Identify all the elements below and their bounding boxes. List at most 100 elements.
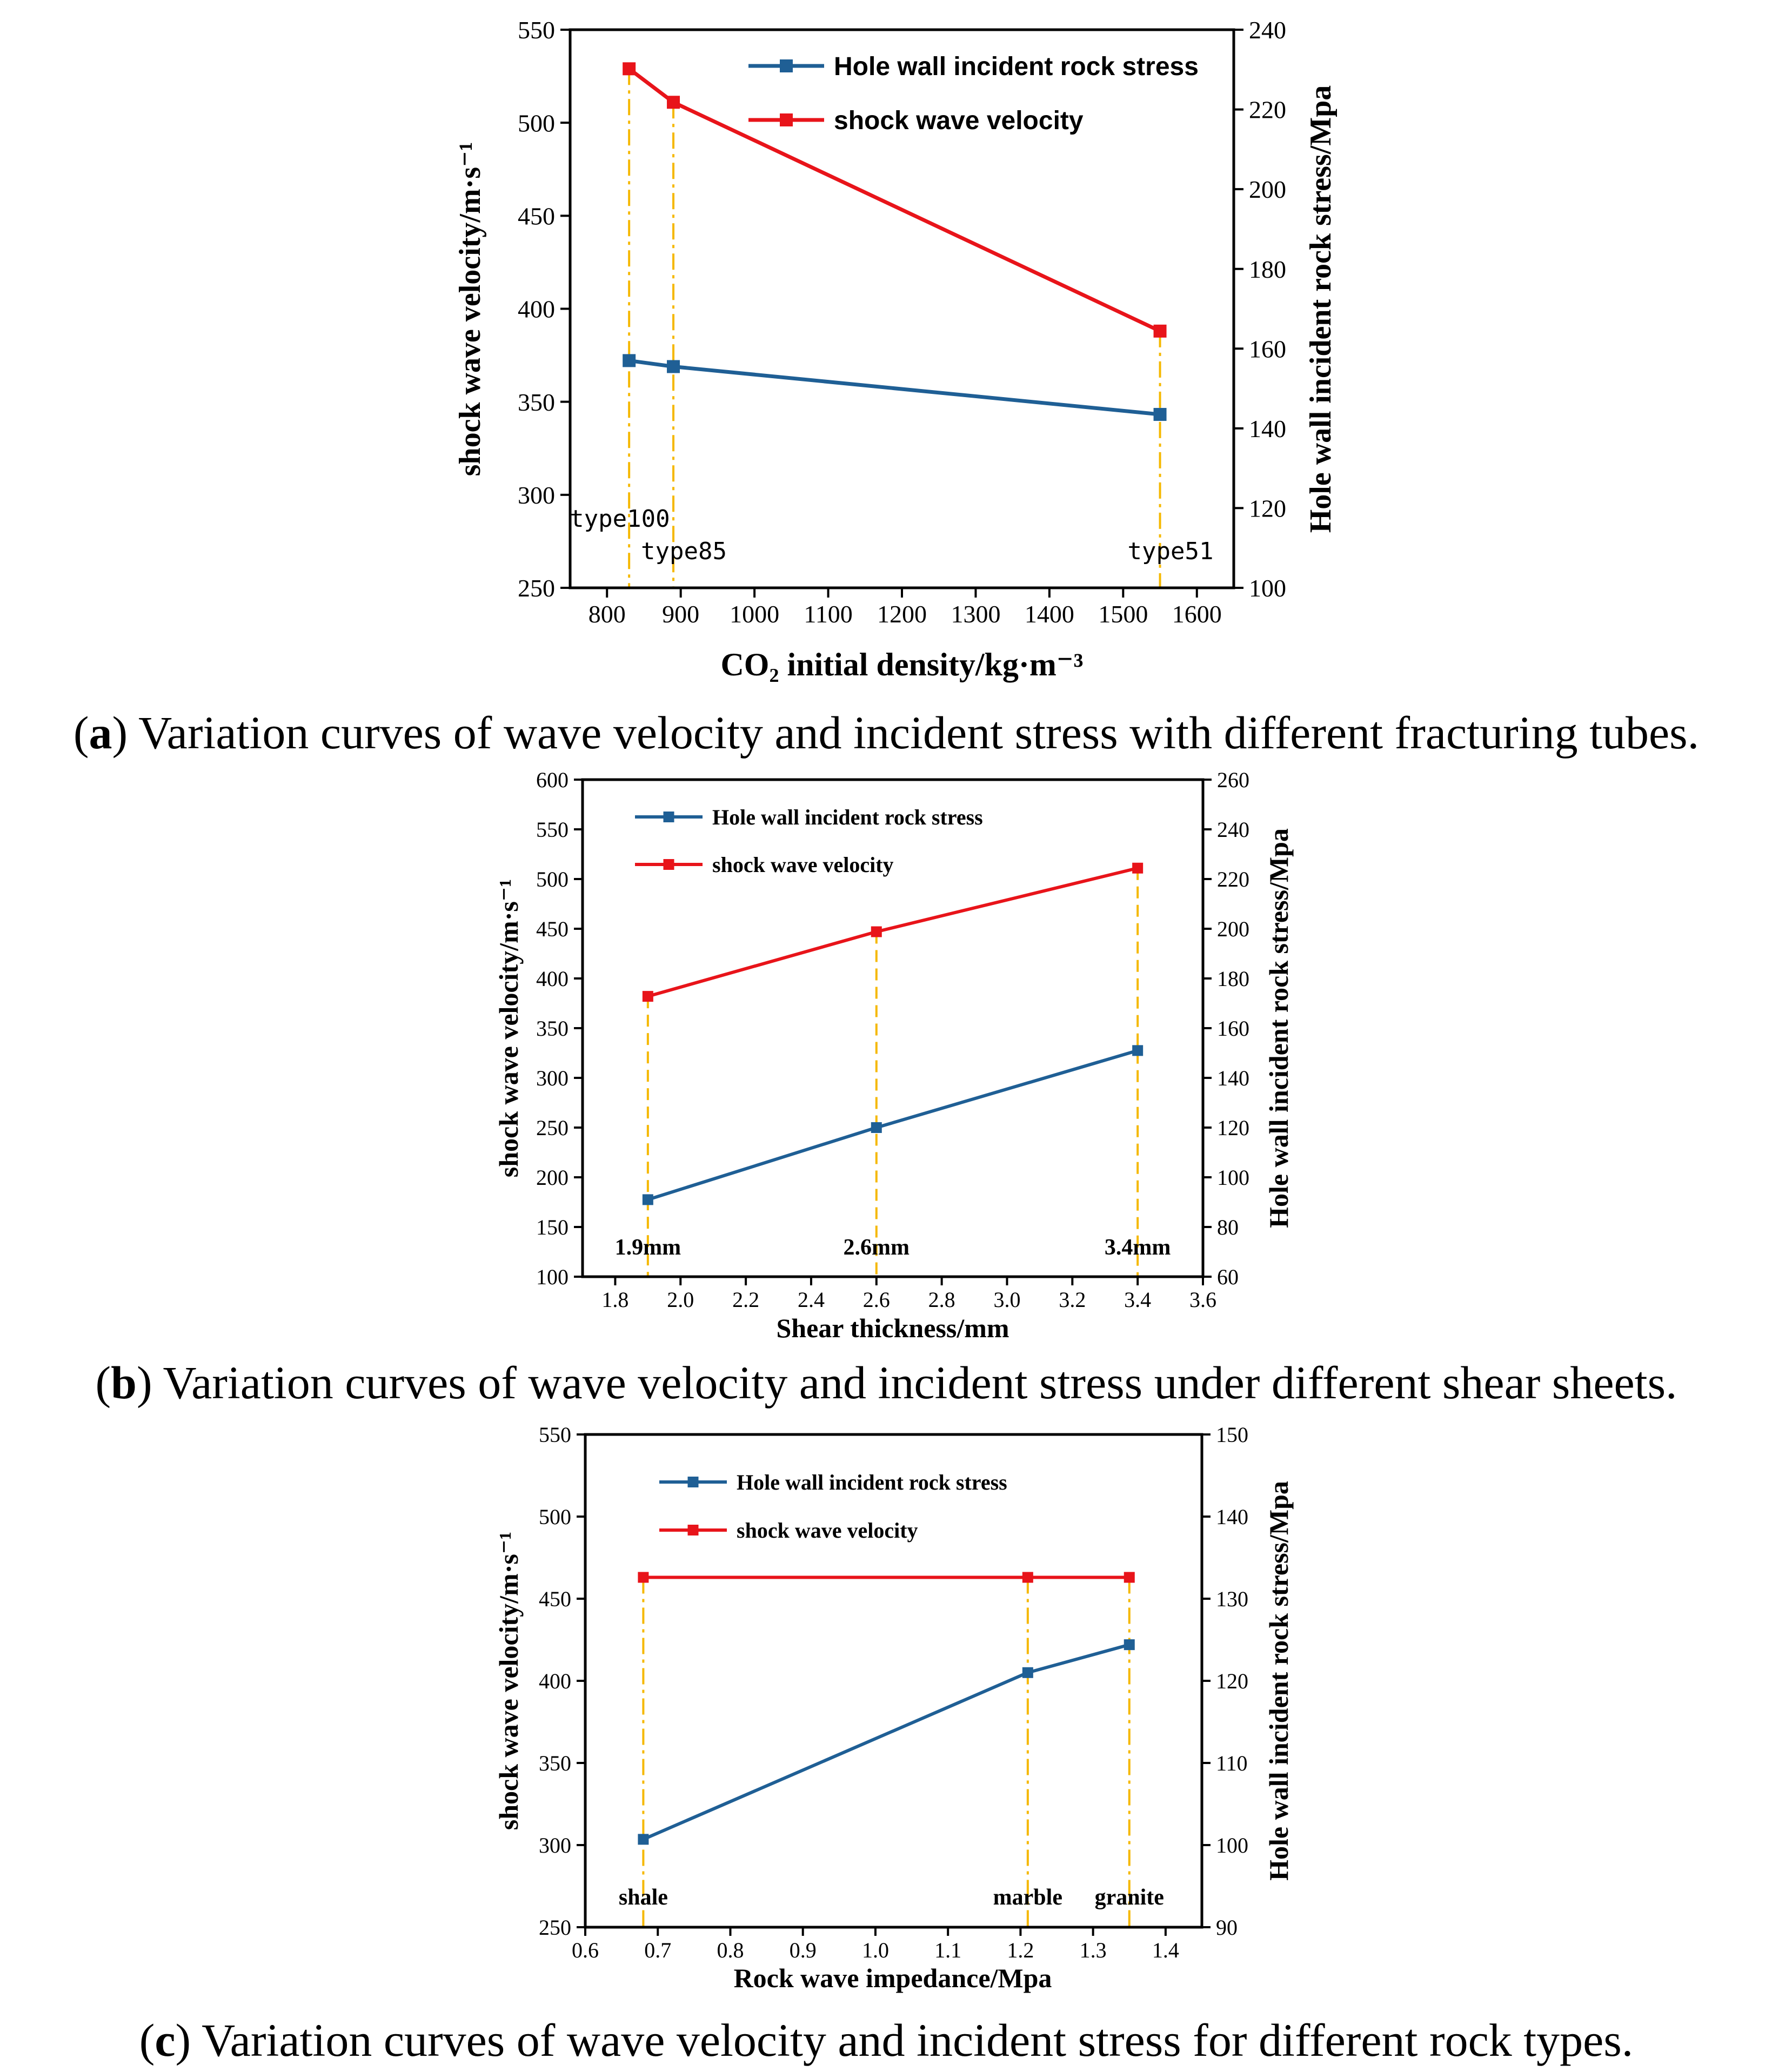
chart-b-point-velocity: [1132, 862, 1144, 874]
chart-c-xtick-label: 0.7: [644, 1938, 671, 1962]
chart-c-xlabel: Rock wave impedance/Mpa: [734, 1963, 1052, 1993]
chart-c-ytick-left-label: 300: [539, 1833, 571, 1858]
caption-b: (b) Variation curves of wave velocity an…: [95, 1357, 1677, 1409]
chart-b-xtick-label: 3.0: [993, 1288, 1020, 1312]
chart-b-ytick-right-label: 200: [1217, 917, 1249, 941]
chart-b-point-stress: [642, 1194, 653, 1205]
chart-c-ytick-left-label: 350: [539, 1751, 571, 1775]
chart-b-ytick-left-label: 550: [536, 817, 569, 842]
chart-a-ytick-left-label: 350: [518, 388, 555, 416]
chart-c-ytick-right-label: 130: [1216, 1587, 1248, 1611]
chart-c-xtick-label: 1.1: [934, 1938, 961, 1962]
chart-b-point-label: 3.4mm: [1105, 1235, 1171, 1260]
chart-c-ticks: 0.6 0.7 0.8 0.9 1.0 1.1 1.2 1.3 1.4 250 300 350 400 4…: [539, 1423, 1248, 1962]
chart-a-guides: [628, 69, 1161, 588]
chart-a-ytick-left-label: 450: [518, 202, 555, 230]
chart-a-ylabel-left: shock wave velocity/m·s⁻¹: [453, 142, 487, 477]
chart-b-ytick-right-label: 160: [1217, 1016, 1249, 1041]
chart-b-point-velocity: [871, 926, 882, 937]
chart-b-point-stress: [1132, 1045, 1144, 1056]
chart-a-point-stress: [623, 354, 636, 367]
chart-b-xtick-label: 3.2: [1059, 1288, 1086, 1312]
chart-c-xtick-label: 0.8: [717, 1938, 744, 1962]
chart-c-xtick-label: 1.3: [1080, 1938, 1107, 1962]
chart-a-point-stress: [667, 360, 680, 373]
chart-b-xtick-label: 2.0: [667, 1288, 694, 1312]
chart-b-xtick-label: 3.4: [1124, 1288, 1151, 1312]
chart-b-ytick-left-label: 400: [536, 967, 569, 991]
chart-c-point-stress: [1022, 1667, 1033, 1678]
chart-a-point-label: type100: [570, 505, 670, 533]
chart-b-legend-label: shock wave velocity: [712, 853, 894, 877]
chart-b-ytick-left-label: 150: [536, 1215, 569, 1239]
chart-a-xtick-label: 1500: [1098, 600, 1148, 628]
chart-b-series: [642, 862, 1144, 1205]
chart-a-legend-marker: [780, 59, 793, 72]
chart-b-xtick-label: 1.8: [601, 1288, 628, 1312]
chart-b-xtick-label: 2.6: [863, 1288, 890, 1312]
chart-a-point-velocity: [667, 96, 680, 109]
chart-b-ytick-left-label: 100: [536, 1265, 569, 1289]
chart-b-point-velocity: [642, 991, 653, 1002]
chart-a-ytick-left-label: 400: [518, 296, 555, 323]
chart-a-ticks: 800 900 1000 1100 1200 1300 1400 1500 1600 250 300…: [518, 16, 1286, 628]
chart-a-xtick-label: 800: [589, 600, 626, 628]
chart-c-ytick-right-label: 140: [1216, 1505, 1248, 1529]
chart-b-ytick-left-label: 500: [536, 867, 569, 891]
chart-c-ytick-right-label: 120: [1216, 1669, 1248, 1693]
chart-a-ytick-left-label: 300: [518, 481, 555, 509]
chart-c-ytick-left-label: 400: [539, 1669, 571, 1693]
chart-b-ytick-right-label: 260: [1217, 768, 1249, 792]
chart-b-xtick-label: 2.8: [928, 1288, 955, 1312]
caption-b-letter: b: [111, 1357, 137, 1409]
chart-a-point-stress: [1153, 408, 1167, 421]
chart-c-xtick-label: 0.6: [572, 1938, 599, 1962]
chart-a-ytick-right-label: 180: [1249, 256, 1286, 283]
chart-b-ytick-left-label: 450: [536, 917, 569, 941]
chart-a-point-label: type85: [641, 538, 727, 565]
chart-a-ytick-right-label: 160: [1249, 335, 1286, 363]
chart-c-point-label: marble: [993, 1885, 1062, 1910]
chart-b-ytick-right-label: 120: [1217, 1116, 1249, 1140]
chart-c-ytick-left-label: 450: [539, 1587, 571, 1611]
chart-c-point-velocity: [1124, 1572, 1135, 1583]
chart-c-point-label: shale: [619, 1885, 668, 1910]
chart-a-xtick-label: 1000: [730, 600, 779, 628]
chart-c-xtick-label: 0.9: [790, 1938, 817, 1962]
chart-b-ytick-right-label: 240: [1217, 817, 1249, 842]
chart-a-xtick-label: 1300: [951, 600, 1000, 628]
chart-b-ylabel-left: shock wave velocity/m·s⁻¹: [493, 879, 524, 1177]
chart-a-series: [623, 62, 1167, 421]
chart-b-xtick-label: 2.2: [732, 1288, 759, 1312]
chart-a-xtick-label: 900: [662, 600, 699, 628]
chart-b-ticks: 1.8 2.0 2.2 2.4 2.6 2.8 3.0 3.2 3.4 3.6 100 150 200 2…: [536, 768, 1249, 1312]
chart-a-point-label: type51: [1128, 538, 1214, 565]
caption-a-text: Variation curves of wave velocity and in…: [138, 707, 1699, 759]
chart-b-ytick-right-label: 140: [1217, 1066, 1249, 1090]
chart-b-ytick-right-label: 220: [1217, 867, 1249, 891]
chart-c-point-label: granite: [1095, 1885, 1164, 1910]
chart-b-ytick-right-label: 180: [1217, 967, 1249, 991]
chart-c-ylabel-right: Hole wall incident rock stress/Mpa: [1263, 1481, 1294, 1881]
chart-c-legend[interactable]: Hole wall incident rock stress shock wave…: [659, 1470, 1007, 1543]
chart-b-ytick-right-label: 100: [1217, 1165, 1249, 1190]
chart-a-legend-label: Hole wall incident rock stress: [834, 52, 1199, 81]
chart-c-ylabel-left: shock wave velocity/m·s⁻¹: [493, 1532, 524, 1830]
chart-c-guides: [642, 1577, 1131, 1927]
chart-a-ytick-right-label: 120: [1249, 495, 1286, 522]
chart-c-ytick-left-label: 250: [539, 1915, 571, 1940]
chart-c-ytick-right-label: 90: [1216, 1915, 1238, 1940]
chart-b-guides: [646, 868, 1139, 1277]
chart-b-ytick-left-label: 600: [536, 768, 569, 792]
chart-c-legend-label: shock wave velocity: [737, 1518, 918, 1543]
chart-b-legend[interactable]: Hole wall incident rock stress shock wave…: [635, 805, 983, 877]
chart-c-point-labels: shale marble granite: [619, 1885, 1164, 1910]
chart-b-xtick-label: 3.6: [1189, 1288, 1216, 1312]
chart-b-point-label: 2.6mm: [844, 1235, 910, 1260]
caption-a-letter: a: [89, 707, 112, 759]
chart-b-legend-marker: [663, 859, 674, 870]
chart-b-point-labels: 1.9mm 2.6mm 3.4mm: [615, 1235, 1171, 1260]
chart-a-ytick-right-label: 100: [1249, 574, 1286, 602]
chart-a-legend[interactable]: Hole wall incident rock stress shock wave…: [748, 52, 1199, 135]
